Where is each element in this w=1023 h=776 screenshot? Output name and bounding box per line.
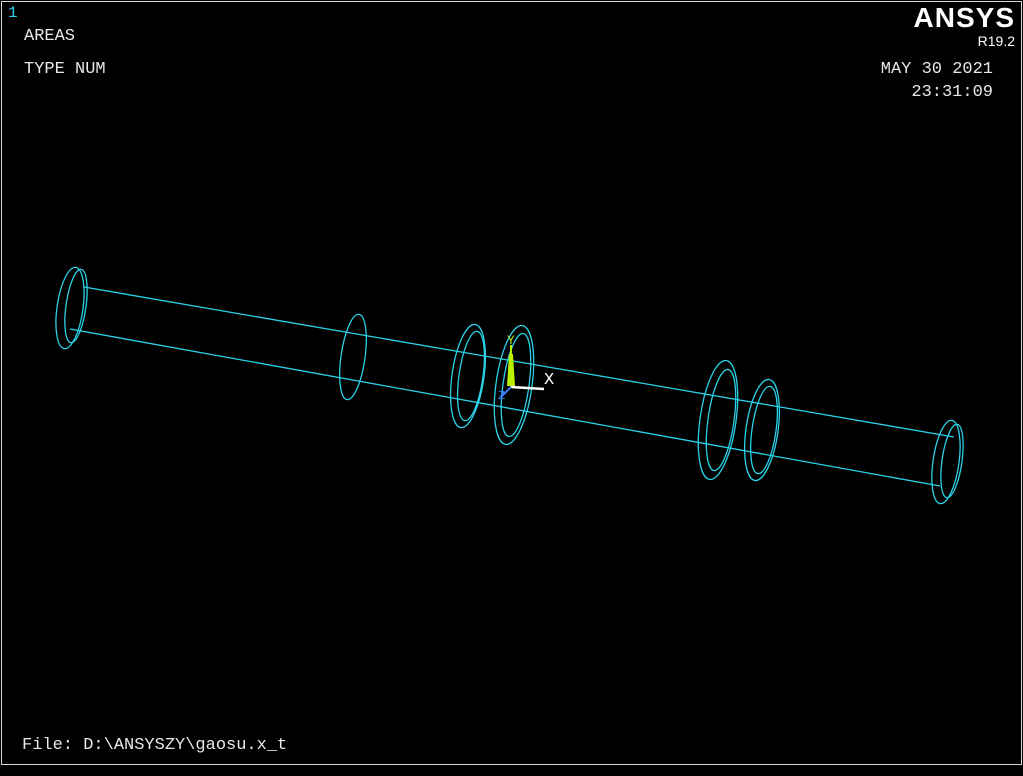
triad-y-label: Y (507, 333, 515, 348)
label-mode-label: TYPE NUM (24, 60, 106, 79)
ring-b-inner (456, 330, 486, 422)
ring-b-outer (449, 323, 487, 429)
ring-e-outer (743, 378, 781, 482)
ring-a (339, 313, 367, 401)
shaft-edge-bottom (69, 328, 941, 487)
triad-z-axis (500, 386, 512, 398)
triad-x-label: X (544, 371, 554, 390)
end-ring-left-outer (55, 266, 85, 350)
triad-x-axis (510, 385, 545, 391)
date-label: MAY 30 2021 (880, 60, 993, 79)
end-ring-right-inner (940, 423, 964, 499)
file-path-label: File: D:\ANSYSZY\gaosu.x_t (22, 736, 288, 755)
time-label: 23:31:09 (911, 83, 993, 102)
end-ring-right-outer (931, 419, 961, 505)
ring-c-inner (500, 332, 532, 438)
ansys-logo: ANSYS (913, 2, 1015, 33)
ring-e-inner (749, 385, 779, 475)
end-ring-left-inner (64, 268, 88, 344)
triad-z-label: Z (498, 389, 505, 403)
ring-d-inner (705, 368, 737, 472)
version-label: R19.2 (977, 33, 1015, 49)
shaft-edge-top (83, 286, 955, 438)
plot-type-label: AREAS (24, 27, 76, 46)
shaft-model: Y X Z (55, 266, 964, 505)
window-number: 1 (8, 4, 18, 22)
coordinate-triad: Y X Z (498, 333, 554, 403)
ring-d-outer (697, 359, 739, 481)
